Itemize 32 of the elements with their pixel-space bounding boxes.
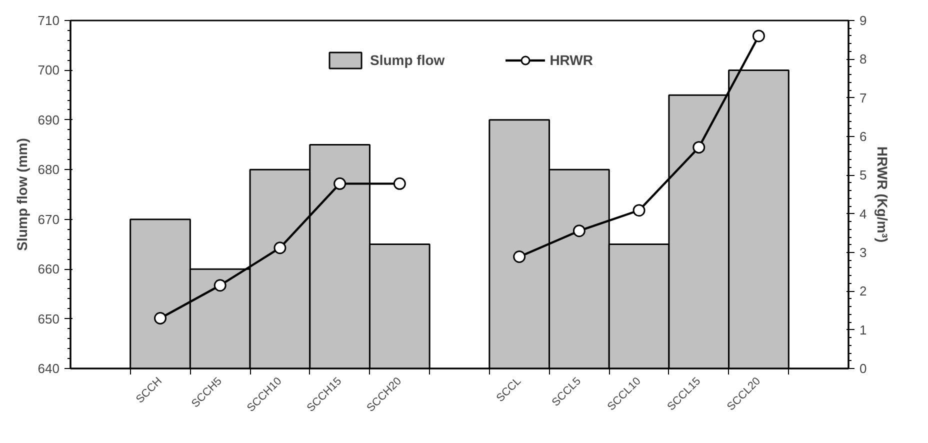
point xyxy=(393,177,406,190)
y-tick-label: 690 xyxy=(38,112,60,128)
point xyxy=(632,204,646,217)
y-tick-label: 650 xyxy=(38,311,60,326)
point xyxy=(752,30,765,42)
y2-tick-label: 1 xyxy=(860,322,867,338)
point xyxy=(154,312,167,324)
y2-axis-title: HRWR (Kg/m³) xyxy=(874,146,891,243)
y-tick-label: 670 xyxy=(38,212,60,227)
y2-tick-label: 0 xyxy=(860,361,867,376)
y2-tick-label: 6 xyxy=(860,129,867,144)
point xyxy=(274,242,286,254)
y2-tick-label: 4 xyxy=(860,206,867,222)
point xyxy=(692,141,706,154)
point xyxy=(334,177,346,190)
y2-tick-label: 8 xyxy=(860,52,867,67)
y2-tick-label: 2 xyxy=(860,284,867,299)
y-tick-label: 640 xyxy=(38,361,60,376)
point xyxy=(513,250,526,263)
y-tick-label: 710 xyxy=(38,13,60,28)
point xyxy=(214,279,226,292)
y-tick-label: 660 xyxy=(38,262,60,277)
y-tick-label: 680 xyxy=(38,162,60,178)
y2-tick-label: 9 xyxy=(860,13,867,28)
y-axis-title: Slump flow (mm) xyxy=(14,138,30,251)
y2-tick-label: 3 xyxy=(860,245,867,260)
y-tick-label: 700 xyxy=(38,62,60,78)
y2-tick-label: 5 xyxy=(860,168,867,183)
point xyxy=(572,224,586,238)
legend-label: Slump flow xyxy=(370,52,445,68)
y2-tick-label: 7 xyxy=(860,90,867,106)
legend-label: HRWR xyxy=(550,52,593,68)
